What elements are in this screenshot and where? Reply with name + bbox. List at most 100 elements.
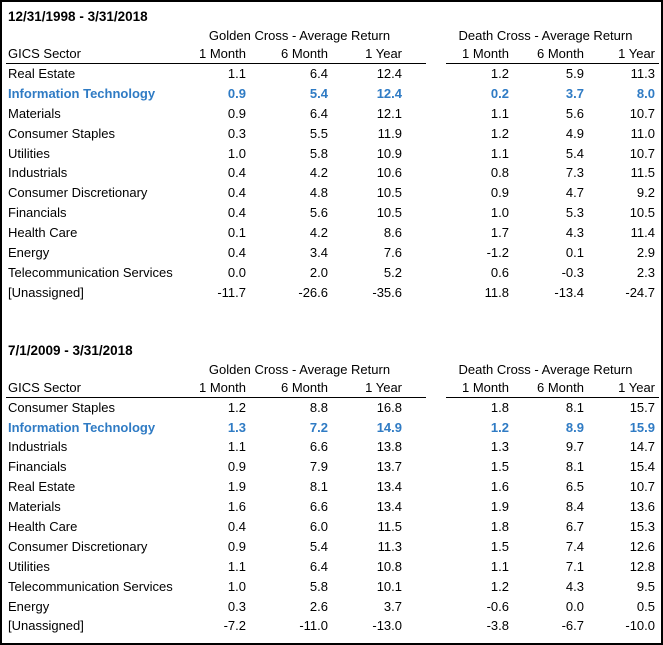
value-cell: -6.7 — [561, 618, 584, 634]
value-cell: -13.4 — [554, 284, 584, 300]
table-row: [Unassigned] -7.2 -11.0 -13.0 -3.8 -6.7 -10.0 — [6, 616, 659, 636]
sector-cell: Financials — [8, 205, 67, 221]
value-cell: 1.2 — [490, 419, 509, 435]
value-cell: -11.0 — [299, 618, 328, 634]
table-row: Utilities 1.1 6.4 10.8 1.1 7.1 12.8 — [6, 557, 659, 577]
sector-cell: Information Technology — [8, 419, 156, 435]
value-cell: 8.1 — [565, 399, 584, 415]
table-row: Information Technology 1.3 7.2 14.9 1.2 8.9 15… — [6, 418, 659, 438]
table-row: Health Care 0.1 4.2 8.6 1.7 4.3 11.4 — [6, 223, 659, 243]
column-header-row: GICS Sector 1 Month 6 Month 1 Year 1 Mon… — [6, 379, 659, 398]
sector-cell: Energy — [8, 598, 50, 614]
group-header-row: Golden Cross - Average Return Death Cros… — [6, 361, 659, 379]
value-cell: 1.1 — [490, 105, 509, 121]
value-cell: 5.4 — [309, 538, 328, 554]
value-cell: 4.2 — [309, 225, 328, 241]
death-cross-group-header: Death Cross - Average Return — [458, 28, 633, 43]
value-cell: 13.6 — [629, 499, 655, 515]
column-header: 1 Year — [588, 379, 659, 398]
value-cell: 1.2 — [490, 578, 509, 594]
value-cell: 8.1 — [309, 479, 328, 495]
column-header: 1 Year — [332, 45, 426, 64]
value-cell: 0.9 — [227, 105, 246, 121]
value-cell: -10.0 — [625, 618, 655, 634]
value-cell: 6.7 — [565, 519, 584, 535]
value-cell: 6.6 — [309, 439, 328, 455]
value-cell: 7.1 — [565, 558, 584, 574]
value-cell: 0.9 — [227, 85, 246, 101]
value-cell: 0.9 — [490, 185, 509, 201]
column-header: 1 Year — [332, 379, 426, 398]
value-cell: 1.6 — [227, 499, 246, 515]
value-cell: 0.4 — [227, 165, 246, 181]
value-cell: 1.0 — [227, 145, 246, 161]
value-cell: 4.2 — [309, 165, 328, 181]
value-cell: 9.2 — [636, 185, 655, 201]
value-cell: 2.3 — [636, 264, 655, 280]
value-cell: -11.7 — [217, 284, 246, 300]
value-cell: 6.4 — [309, 558, 328, 574]
column-header: 1 Month — [446, 45, 513, 64]
value-cell: 10.5 — [376, 205, 402, 221]
value-cell: 6.0 — [309, 519, 328, 535]
value-cell: 11.3 — [630, 66, 655, 81]
column-header: 6 Month — [513, 45, 588, 64]
value-cell: 1.3 — [490, 439, 509, 455]
value-cell: 2.6 — [309, 598, 328, 614]
value-cell: 1.2 — [490, 66, 509, 81]
table-row: Financials 0.9 7.9 13.7 1.5 8.1 15.4 — [6, 457, 659, 477]
value-cell: 4.3 — [565, 225, 584, 241]
sector-cell: Energy — [8, 245, 50, 261]
sector-cell: Consumer Staples — [8, 399, 115, 415]
table-row: Energy 0.4 3.4 7.6 -1.2 0.1 2.9 — [6, 243, 659, 263]
value-cell: 10.8 — [376, 558, 402, 574]
table-row: Health Care 0.4 6.0 11.5 1.8 6.7 15.3 — [6, 517, 659, 537]
value-cell: 5.3 — [565, 205, 584, 221]
value-cell: 8.1 — [565, 459, 584, 475]
value-cell: 12.4 — [376, 66, 402, 81]
value-cell: 0.4 — [227, 519, 246, 535]
table-row: Real Estate 1.1 6.4 12.4 1.2 5.9 11.3 — [6, 64, 659, 84]
value-cell: 8.0 — [636, 85, 655, 101]
value-cell: 8.4 — [565, 499, 584, 515]
value-cell: 11.0 — [630, 125, 655, 141]
value-cell: 10.7 — [629, 145, 655, 161]
value-cell: 7.9 — [309, 459, 328, 475]
value-cell: 1.9 — [227, 479, 246, 495]
table-row: Industrials 0.4 4.2 10.6 0.8 7.3 11.5 — [6, 163, 659, 183]
table-body: Consumer Staples 1.2 8.8 16.8 1.8 8.1 15.7 Info… — [6, 398, 659, 637]
value-cell: 0.0 — [565, 598, 584, 614]
value-cell: 1.3 — [227, 419, 246, 435]
value-cell: 4.7 — [565, 185, 584, 201]
value-cell: 13.7 — [376, 459, 402, 475]
value-cell: 13.4 — [376, 499, 402, 515]
value-cell: 4.3 — [565, 578, 584, 594]
sector-cell: Materials — [8, 105, 61, 121]
value-cell: 5.8 — [309, 145, 328, 161]
value-cell: 1.8 — [490, 519, 509, 535]
table-row: Financials 0.4 5.6 10.5 1.0 5.3 10.5 — [6, 203, 659, 223]
value-cell: 2.0 — [309, 264, 328, 280]
value-cell: 5.2 — [383, 264, 402, 280]
column-header: 1 Month — [446, 379, 513, 398]
value-cell: 0.4 — [227, 185, 246, 201]
table-row: Materials 0.9 6.4 12.1 1.1 5.6 10.7 — [6, 104, 659, 124]
sector-cell: [Unassigned] — [8, 284, 84, 300]
value-cell: 0.9 — [227, 538, 246, 554]
table-row: Industrials 1.1 6.6 13.8 1.3 9.7 14.7 — [6, 437, 659, 457]
value-cell: 5.4 — [565, 145, 584, 161]
column-header: 1 Year — [588, 45, 659, 64]
sector-cell: Industrials — [8, 439, 68, 455]
group-header-row: Golden Cross - Average Return Death Cros… — [6, 27, 659, 45]
death-cross-group-header: Death Cross - Average Return — [458, 361, 633, 377]
value-cell: 3.7 — [383, 598, 402, 614]
value-cell: 0.4 — [227, 205, 246, 221]
table-row: Real Estate 1.9 8.1 13.4 1.6 6.5 10.7 — [6, 477, 659, 497]
sector-cell: Information Technology — [8, 85, 156, 101]
value-cell: 8.6 — [383, 225, 402, 241]
sector-column-header: GICS Sector — [6, 45, 173, 64]
value-cell: 6.6 — [309, 499, 328, 515]
sector-cell: Industrials — [8, 165, 68, 181]
value-cell: 14.7 — [629, 439, 655, 455]
value-cell: 5.4 — [309, 85, 328, 101]
